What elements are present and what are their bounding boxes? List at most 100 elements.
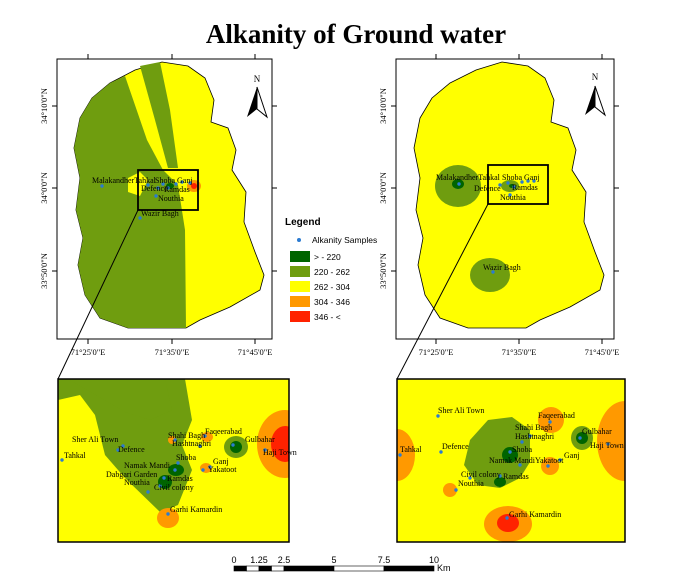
svg-text:Shoba Ganj: Shoba Ganj — [155, 176, 193, 185]
right-overview-map: MalakandherTahkal Shoba Ganj Defence Ram… — [395, 58, 615, 340]
svg-text:346 - <: 346 - < — [314, 312, 341, 322]
north-arrow: N — [585, 72, 607, 117]
svg-text:Shoba Ganj: Shoba Ganj — [502, 173, 540, 182]
darkgreen-gulbahar — [576, 432, 588, 444]
left-inset-map: Sher Ali Town Tahkal Defence Shahi Bagh … — [57, 378, 297, 543]
svg-text:Wazir Bagh: Wazir Bagh — [483, 263, 521, 272]
svg-text:Ramdas: Ramdas — [164, 185, 190, 194]
right-leader-line — [396, 203, 489, 380]
scale-tick-label: 1.25 — [250, 555, 268, 565]
svg-text:Faqeerabad: Faqeerabad — [205, 427, 242, 436]
svg-text:71°35'0"E: 71°35'0"E — [155, 347, 190, 357]
legend: Legend Alkanity Samples > - 220 220 - 26… — [285, 217, 377, 322]
orange-civil — [443, 483, 457, 497]
left-overview-map: MalakandherTahkal Shoba Ganj Defence Ram… — [56, 58, 273, 340]
sample-points — [100, 180, 192, 220]
svg-text:Ganj: Ganj — [564, 451, 580, 460]
orange-small — [168, 436, 176, 444]
sample-points — [457, 179, 536, 274]
svg-text:Nouthia: Nouthia — [458, 479, 484, 488]
scale-tick-label: 10 — [429, 555, 439, 565]
scale-tick-labels: 0 1.25 2.5 5 7.5 10 — [231, 555, 439, 565]
svg-text:Haji Town: Haji Town — [590, 441, 624, 450]
scale-segment — [333, 565, 385, 572]
scale-bar: 0 1.25 2.5 5 7.5 10 Km — [231, 555, 450, 573]
zoom-box — [487, 164, 549, 205]
orange-garhi — [157, 508, 179, 528]
legend-swatch-3 — [290, 281, 310, 292]
orange-west — [397, 429, 415, 481]
scale-tick-label: 5 — [331, 555, 336, 565]
svg-text:N: N — [592, 72, 599, 82]
svg-text:Alkanity Samples: Alkanity Samples — [312, 235, 377, 245]
orange-hajitown — [597, 401, 625, 481]
svg-text:Civil colony: Civil colony — [154, 483, 194, 492]
svg-text:Km: Km — [437, 563, 451, 573]
svg-text:34°0'0"N: 34°0'0"N — [39, 172, 49, 204]
green-zone-west — [74, 76, 186, 328]
svg-text:Gulbahar: Gulbahar — [245, 435, 275, 444]
svg-text:71°45'0"E: 71°45'0"E — [238, 347, 273, 357]
svg-text:Haji Town: Haji Town — [263, 448, 297, 457]
green-blob-south — [470, 258, 510, 292]
sample-points — [398, 414, 610, 520]
svg-text:Ramdas: Ramdas — [512, 183, 538, 192]
orange-faqeerabad — [538, 407, 564, 433]
scale-tick-label: 7.5 — [378, 555, 391, 565]
svg-text:71°35'0"E: 71°35'0"E — [502, 347, 537, 357]
svg-text:Hashtnaghri: Hashtnaghri — [515, 432, 555, 441]
svg-text:71°45'0"E: 71°45'0"E — [585, 347, 620, 357]
green-stripe — [140, 62, 178, 168]
svg-text:Defence: Defence — [474, 184, 501, 193]
map-title: Alkanity of Ground water — [206, 19, 506, 49]
scale-segments — [233, 565, 435, 572]
svg-text:Tahkal: Tahkal — [64, 451, 86, 460]
right-inset-map: Sher Ali Town Faqeerabad Shahi Bagh Hash… — [396, 378, 626, 543]
scale-segment — [383, 565, 435, 572]
inset-labels: Sher Ali Town Tahkal Defence Shahi Bagh … — [64, 427, 297, 514]
svg-text:Sher Ali Town: Sher Ali Town — [438, 406, 484, 415]
green-center — [464, 417, 530, 488]
svg-text:Dabgari Garden: Dabgari Garden — [106, 470, 157, 479]
svg-text:Garhi Kamardin: Garhi Kamardin — [170, 505, 222, 514]
scale-segment — [271, 565, 285, 572]
svg-text:34°10'0"N: 34°10'0"N — [378, 88, 388, 124]
svg-text:> - 220: > - 220 — [314, 252, 341, 262]
place-labels: MalakandherTahkal Shoba Ganj Defence Ram… — [92, 176, 193, 218]
svg-text:Ramdas: Ramdas — [167, 474, 193, 483]
svg-text:Defence: Defence — [141, 184, 168, 193]
inset-labels: Sher Ali Town Faqeerabad Shahi Bagh Hash… — [400, 406, 624, 519]
svg-text:Legend: Legend — [285, 217, 321, 228]
scale-tick-label: 0 — [231, 555, 236, 565]
svg-text:34°10'0"N: 34°10'0"N — [39, 88, 49, 124]
svg-text:Hashtnaghri: Hashtnaghri — [172, 439, 212, 448]
svg-text:N: N — [254, 74, 261, 84]
svg-text:Shoba: Shoba — [176, 453, 196, 462]
svg-text:Ramdas: Ramdas — [503, 472, 529, 481]
svg-text:33°50'0"N: 33°50'0"N — [39, 253, 49, 289]
zoom-box — [137, 169, 199, 211]
red-hajitown — [271, 426, 289, 462]
svg-text:MalakandherTahkal: MalakandherTahkal — [92, 176, 157, 185]
legend-swatch-4 — [290, 296, 310, 307]
left-leader-line — [57, 209, 139, 380]
inset-green-top — [68, 379, 172, 420]
svg-text:Nouthia: Nouthia — [500, 193, 526, 202]
red-hotspot — [191, 183, 197, 189]
svg-text:Defence: Defence — [442, 442, 469, 451]
north-arrow: N — [247, 74, 269, 119]
svg-text:Faqeerabad: Faqeerabad — [538, 411, 575, 420]
svg-text:Shahi Bagh: Shahi Bagh — [168, 431, 205, 440]
svg-text:MalakandherTahkal: MalakandherTahkal — [436, 173, 501, 182]
legend-sample-swatch — [297, 238, 301, 242]
svg-text:Namak Mandi: Namak Mandi — [124, 461, 171, 470]
place-labels: MalakandherTahkal Shoba Ganj Defence Ram… — [436, 173, 540, 272]
darkgreen-gulbahar — [230, 441, 242, 453]
legend-swatch-5 — [290, 311, 310, 322]
orange-yakatoot — [541, 457, 559, 475]
svg-text:33°50'0"N: 33°50'0"N — [378, 253, 388, 289]
svg-text:Nouthia: Nouthia — [124, 478, 150, 487]
scale-segment — [233, 565, 247, 572]
red-garhi — [497, 514, 519, 532]
